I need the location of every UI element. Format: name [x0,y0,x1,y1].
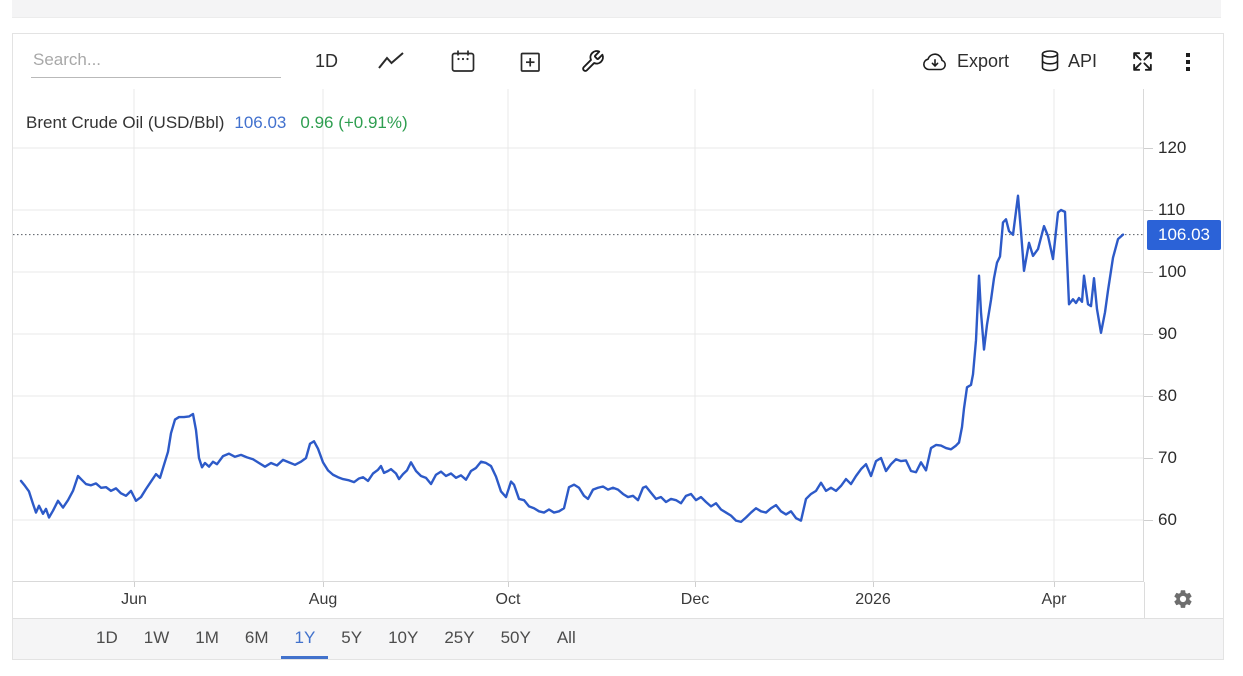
price-change: 0.96 (+0.91%) [300,113,408,132]
axis-separator [1144,582,1145,618]
chart-toolbar: 1D [13,34,1223,89]
y-axis: 106.03 120 110 100 90 80 70 60 [1144,89,1223,582]
y-axis-label: 80 [1158,386,1177,405]
x-axis-tick [873,582,874,587]
range-tab-1w[interactable]: 1W [143,628,170,647]
x-axis-label: Oct [495,591,521,608]
x-axis-label: Apr [1041,591,1067,608]
price-line-chart[interactable] [13,89,1144,582]
x-axis-label: 2026 [855,591,891,608]
y-axis-label: 60 [1158,510,1177,529]
more-menu-icon[interactable] [1186,52,1190,71]
tools-wrench-icon[interactable] [580,49,605,74]
range-tab-1d[interactable]: 1D [96,628,118,647]
x-axis-tick [323,582,324,587]
y-axis-label: 100 [1158,262,1187,281]
export-button[interactable]: Export [921,50,1009,73]
x-axis: Jun Aug Oct Dec 2026 Apr [13,582,1223,619]
api-database-icon [1039,49,1061,74]
y-axis-tick [1144,520,1153,521]
y-axis-tick [1144,148,1153,149]
chart-card: 1D [12,33,1224,660]
x-axis-tick [508,582,509,587]
chart-area: Brent Crude Oil (USD/Bbl) 106.03 0.96 (+… [13,89,1223,582]
last-price-badge: 106.03 [1147,219,1221,250]
y-axis-label: 120 [1158,138,1187,157]
chart-legend: Brent Crude Oil (USD/Bbl) 106.03 0.96 (+… [26,113,408,133]
fullscreen-icon[interactable] [1130,49,1155,74]
y-axis-tick [1144,458,1153,459]
range-tab-25y[interactable]: 25Y [444,628,475,647]
range-selector: 1D 1W 1M 6M 1Y 5Y 10Y 25Y 50Y All [13,619,1223,659]
y-axis-tick [1144,396,1153,397]
range-tab-6m[interactable]: 6M [244,628,269,647]
last-price: 106.03 [234,113,287,132]
interval-selector[interactable]: 1D [315,51,339,71]
api-button[interactable]: API [1039,49,1097,74]
calendar-icon[interactable] [450,49,476,74]
range-tab-1y[interactable]: 1Y [281,619,329,659]
y-axis-label: 110 [1158,200,1186,219]
series-name: Brent Crude Oil (USD/Bbl) [26,113,225,132]
export-label: Export [956,51,1009,71]
range-tab-5y[interactable]: 5Y [341,628,363,647]
range-tab-50y[interactable]: 50Y [500,628,531,647]
range-tab-10y[interactable]: 10Y [388,628,419,647]
range-tab-all[interactable]: All [556,628,576,647]
x-axis-label: Dec [680,591,710,608]
x-axis-label: Aug [308,591,338,608]
gear-icon[interactable] [1172,588,1194,610]
x-axis-tick [695,582,696,587]
api-label: API [1067,51,1097,71]
x-axis-tick [134,582,135,587]
top-strip [12,0,1221,18]
export-cloud-icon [921,50,950,73]
chart-type-line-icon[interactable] [376,51,408,73]
y-axis-tick [1144,210,1153,211]
range-tab-1m[interactable]: 1M [195,628,219,647]
y-axis-label: 90 [1158,324,1177,343]
x-axis-label: Jun [121,591,147,608]
y-axis-tick [1144,272,1153,273]
y-axis-label: 70 [1158,448,1177,467]
search-input[interactable] [31,45,281,78]
x-axis-tick [1054,582,1055,587]
compare-add-icon[interactable] [518,50,542,74]
y-axis-tick [1144,334,1153,335]
